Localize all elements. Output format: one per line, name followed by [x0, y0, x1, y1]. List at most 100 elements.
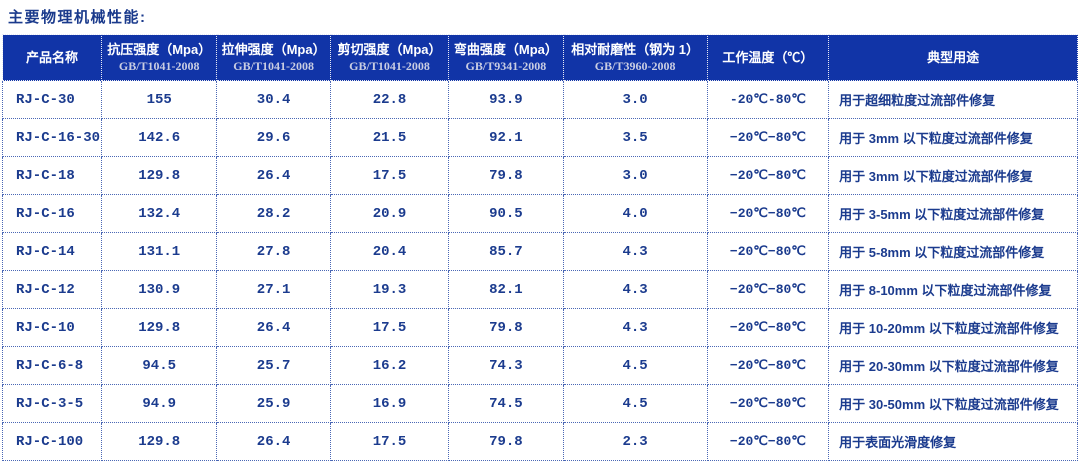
- value-cell: 93.9: [448, 80, 564, 119]
- value-cell: 21.5: [329, 118, 450, 157]
- value-cell: 28.2: [216, 194, 331, 233]
- column-header-label: 相对耐磨性（钢为 1）: [571, 42, 700, 57]
- column-header-6: 工作温度（℃）: [706, 34, 830, 81]
- column-header-standard: GB/T1041-2008: [118, 59, 200, 73]
- product-name-cell: RJ-C-16-30: [1, 118, 103, 157]
- value-cell: 27.8: [216, 232, 331, 271]
- column-header-3: 剪切强度（Mpa） GB/T1041-2008: [329, 34, 450, 81]
- value-cell: -20℃-80℃: [706, 80, 830, 119]
- value-cell: 3.5: [562, 118, 708, 157]
- typical-use-cell: 用于超细粒度过流部件修复: [828, 80, 1078, 119]
- product-name-cell: RJ-C-6-8: [1, 346, 103, 385]
- product-name-cell: RJ-C-100: [1, 422, 103, 461]
- value-cell: 82.1: [448, 270, 564, 309]
- column-header-standard: GB/T9341-2008: [465, 59, 547, 73]
- value-cell: −20℃−80℃: [706, 156, 830, 195]
- value-cell: −20℃−80℃: [706, 422, 830, 461]
- column-header-4: 弯曲强度（Mpa） GB/T9341-2008: [448, 34, 564, 81]
- value-cell: 17.5: [329, 422, 450, 461]
- value-cell: 92.1: [448, 118, 564, 157]
- product-name-cell: RJ-C-30: [1, 80, 103, 119]
- typical-use-cell: 用于 3mm 以下粒度过流部件修复: [828, 156, 1078, 195]
- product-name-cell: RJ-C-18: [1, 156, 103, 195]
- column-header-standard: GB/T1041-2008: [349, 59, 430, 73]
- typical-use-cell: 用于 5-8mm 以下粒度过流部件修复: [828, 232, 1078, 271]
- value-cell: 4.0: [562, 194, 708, 233]
- product-name-cell: RJ-C-3-5: [1, 384, 103, 423]
- typical-use-cell: 用于 8-10mm 以下粒度过流部件修复: [828, 270, 1078, 309]
- value-cell: 19.3: [329, 270, 450, 309]
- value-cell: 16.2: [329, 346, 450, 385]
- typical-use-cell: 用于 10-20mm 以下粒度过流部件修复: [828, 308, 1078, 347]
- value-cell: 130.9: [101, 270, 218, 309]
- value-cell: 26.4: [216, 308, 331, 347]
- value-cell: −20℃−80℃: [706, 270, 830, 309]
- value-cell: 20.9: [329, 194, 450, 233]
- column-header-2: 拉伸强度（Mpa） GB/T1041-2008: [216, 34, 331, 81]
- table-row: RJ-C-6-8 94.5 25.7 16.2 74.3 4.5 −20℃−80℃ 用于 20…: [1, 346, 1078, 385]
- table-body: RJ-C-30 155 30.4 22.8 93.9 3.0 -20℃-80℃ 用于超细粒度过…: [1, 80, 1078, 461]
- value-cell: 30.4: [216, 80, 331, 119]
- value-cell: 17.5: [329, 308, 450, 347]
- value-cell: 4.3: [562, 270, 708, 309]
- column-header-0: 产品名称: [1, 34, 103, 81]
- column-header-1: 抗压强度（Mpa） GB/T1041-2008: [101, 34, 218, 81]
- value-cell: 79.8: [448, 156, 564, 195]
- value-cell: 90.5: [448, 194, 564, 233]
- value-cell: −20℃−80℃: [706, 308, 830, 347]
- value-cell: 20.4: [329, 232, 450, 271]
- table-row: RJ-C-18 129.8 26.4 17.5 79.8 3.0 −20℃−80℃ 用于 3m…: [1, 156, 1078, 195]
- product-name-cell: RJ-C-14: [1, 232, 103, 271]
- value-cell: 79.8: [448, 308, 564, 347]
- typical-use-cell: 用于 20-30mm 以下粒度过流部件修复: [828, 346, 1078, 385]
- value-cell: −20℃−80℃: [706, 118, 830, 157]
- column-header-label: 产品名称: [26, 50, 79, 65]
- column-header-label: 典型用途: [927, 50, 980, 65]
- value-cell: 4.3: [562, 308, 708, 347]
- value-cell: −20℃−80℃: [706, 384, 830, 423]
- column-header-5: 相对耐磨性（钢为 1） GB/T3960-2008: [562, 34, 708, 81]
- typical-use-cell: 用于表面光滑度修复: [828, 422, 1078, 461]
- properties-table: 产品名称 抗压强度（Mpa） GB/T1041-2008 拉伸强度（Mpa） GB/T1…: [1, 34, 1078, 461]
- product-name-cell: RJ-C-10: [1, 308, 103, 347]
- value-cell: 25.9: [216, 384, 331, 423]
- value-cell: −20℃−80℃: [706, 232, 830, 271]
- table-row: RJ-C-16 132.4 28.2 20.9 90.5 4.0 −20℃−80℃ 用于 3-…: [1, 194, 1078, 233]
- table-row: RJ-C-12 130.9 27.1 19.3 82.1 4.3 −20℃−80℃ 用于 8-…: [1, 270, 1078, 309]
- value-cell: −20℃−80℃: [706, 194, 830, 233]
- value-cell: 4.3: [562, 232, 708, 271]
- value-cell: 26.4: [216, 422, 331, 461]
- value-cell: 16.9: [329, 384, 450, 423]
- value-cell: 94.9: [101, 384, 218, 423]
- column-header-standard: GB/T1041-2008: [233, 59, 314, 73]
- value-cell: 17.5: [329, 156, 450, 195]
- value-cell: 4.5: [562, 384, 708, 423]
- value-cell: 74.3: [448, 346, 564, 385]
- page-title: 主要物理机械性能:: [8, 9, 147, 26]
- table-row: RJ-C-10 129.8 26.4 17.5 79.8 4.3 −20℃−80℃ 用于 10…: [1, 308, 1078, 347]
- value-cell: 142.6: [101, 118, 218, 157]
- value-cell: 155: [101, 80, 218, 119]
- value-cell: 22.8: [329, 80, 450, 119]
- table-row: RJ-C-3-5 94.9 25.9 16.9 74.5 4.5 −20℃−80℃ 用于 30…: [1, 384, 1078, 423]
- header-row: 产品名称 抗压强度（Mpa） GB/T1041-2008 拉伸强度（Mpa） GB/T1…: [1, 34, 1078, 81]
- value-cell: 3.0: [562, 80, 708, 119]
- value-cell: 3.0: [562, 156, 708, 195]
- value-cell: −20℃−80℃: [706, 346, 830, 385]
- value-cell: 4.5: [562, 346, 708, 385]
- value-cell: 129.8: [101, 156, 218, 195]
- value-cell: 79.8: [448, 422, 564, 461]
- value-cell: 129.8: [101, 422, 218, 461]
- value-cell: 85.7: [448, 232, 564, 271]
- column-header-label: 拉伸强度（Mpa）: [221, 42, 326, 57]
- value-cell: 2.3: [562, 422, 708, 461]
- value-cell: 27.1: [216, 270, 331, 309]
- column-header-label: 弯曲强度（Mpa）: [453, 42, 558, 57]
- table-row: RJ-C-100 129.8 26.4 17.5 79.8 2.3 −20℃−80℃ 用于表面…: [1, 422, 1078, 461]
- value-cell: 25.7: [216, 346, 331, 385]
- column-header-label: 抗压强度（Mpa）: [107, 42, 212, 57]
- typical-use-cell: 用于 3mm 以下粒度过流部件修复: [828, 118, 1078, 157]
- typical-use-cell: 用于 3-5mm 以下粒度过流部件修复: [828, 194, 1078, 233]
- value-cell: 129.8: [101, 308, 218, 347]
- product-name-cell: RJ-C-12: [1, 270, 103, 309]
